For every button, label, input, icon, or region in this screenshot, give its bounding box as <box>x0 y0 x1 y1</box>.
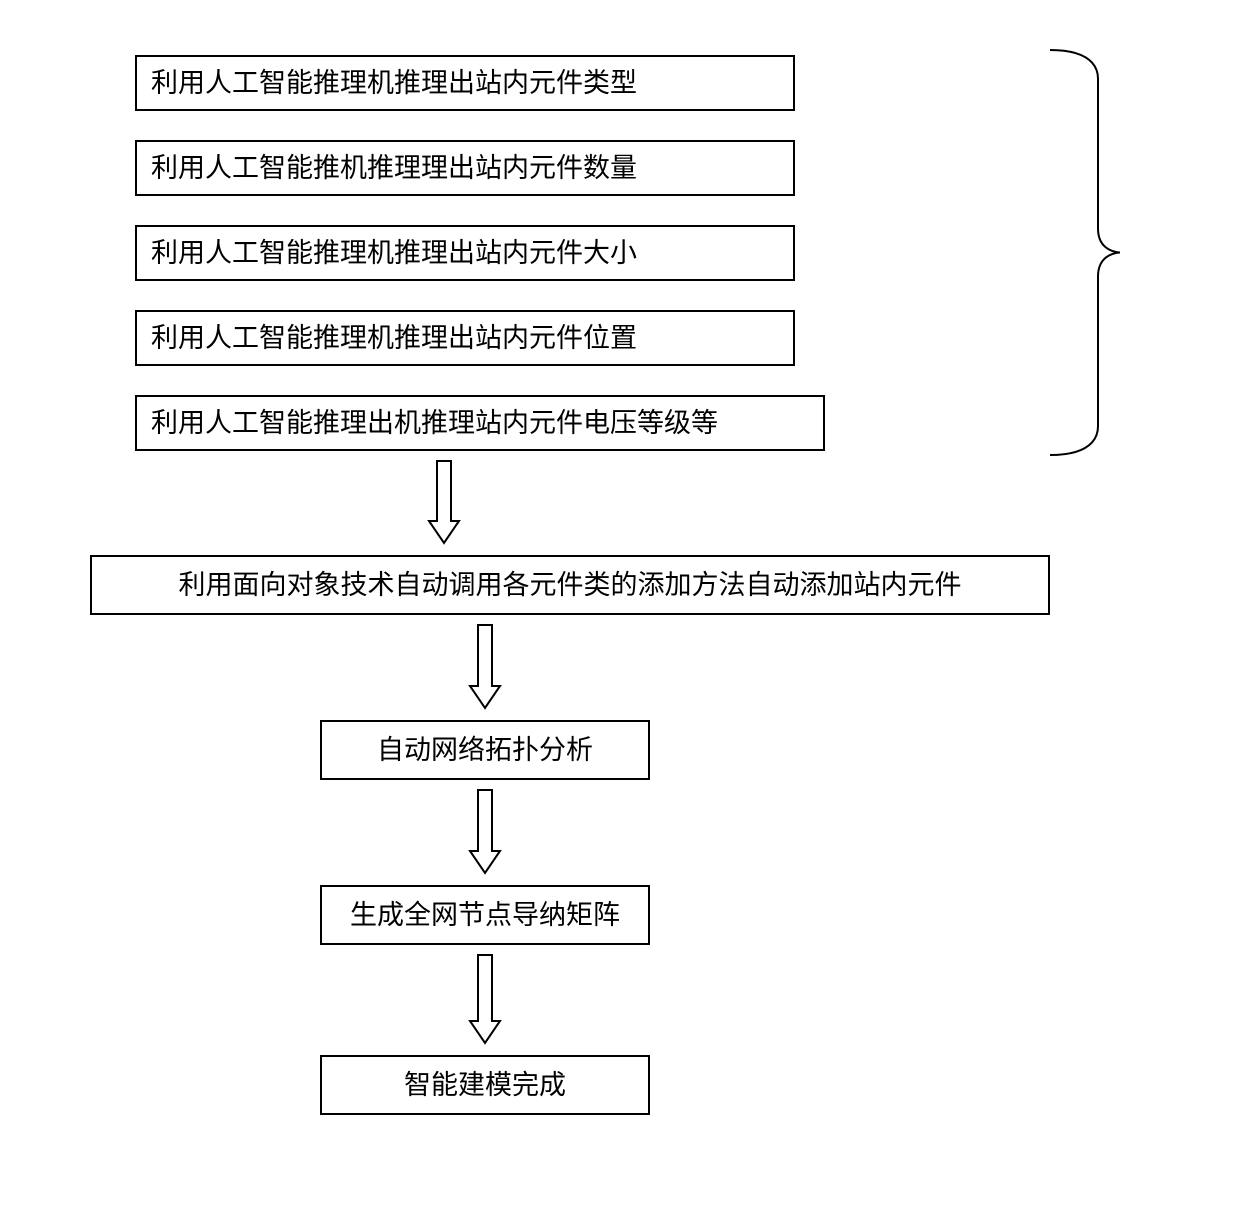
flow-node-b7: 自动网络拓扑分析 <box>320 720 650 780</box>
flow-node-b3: 利用人工智能推理机推理出站内元件大小 <box>135 225 795 281</box>
flow-node-label: 智能建模完成 <box>404 1069 566 1101</box>
flow-node-b6: 利用面向对象技术自动调用各元件类的添加方法自动添加站内元件 <box>90 555 1050 615</box>
flow-node-label: 自动网络拓扑分析 <box>377 734 593 766</box>
flow-node-label: 利用人工智能推理出机推理站内元件电压等级等 <box>151 407 718 439</box>
flow-node-label: 生成全网节点导纳矩阵 <box>350 899 620 931</box>
flow-node-label: 利用人工智能推理机推理出站内元件类型 <box>151 67 637 99</box>
flow-node-label: 利用人工智能推理机推理出站内元件位置 <box>151 322 637 354</box>
flow-node-b8: 生成全网节点导纳矩阵 <box>320 885 650 945</box>
flow-arrow-3 <box>470 955 500 1043</box>
grouping-brace <box>1050 50 1124 459</box>
flowchart-canvas: 利用人工智能推理机推理出站内元件类型利用人工智能推机推理理出站内元件数量利用人工… <box>0 0 1240 1219</box>
flow-node-b4: 利用人工智能推理机推理出站内元件位置 <box>135 310 795 366</box>
flow-arrow-0 <box>429 461 459 543</box>
flow-arrow-1 <box>470 625 500 708</box>
flow-node-label: 利用面向对象技术自动调用各元件类的添加方法自动添加站内元件 <box>179 569 962 601</box>
flow-node-b1: 利用人工智能推理机推理出站内元件类型 <box>135 55 795 111</box>
flow-node-b5: 利用人工智能推理出机推理站内元件电压等级等 <box>135 395 825 451</box>
flow-node-label: 利用人工智能推理机推理出站内元件大小 <box>151 237 637 269</box>
flow-node-label: 利用人工智能推机推理理出站内元件数量 <box>151 152 637 184</box>
flow-arrow-2 <box>470 790 500 873</box>
flow-node-b2: 利用人工智能推机推理理出站内元件数量 <box>135 140 795 196</box>
flow-node-b9: 智能建模完成 <box>320 1055 650 1115</box>
